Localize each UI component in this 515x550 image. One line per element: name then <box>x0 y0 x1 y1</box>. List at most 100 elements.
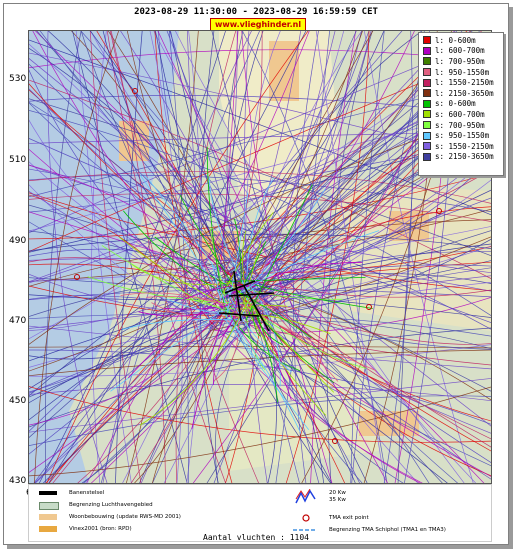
legend-label: l: 700-950m <box>435 56 485 66</box>
legend-residential: Woonbebouwing (update RWS-MD 2001) <box>69 514 181 520</box>
flight-track <box>226 169 491 276</box>
land-region <box>219 31 339 231</box>
flight-track <box>231 287 360 483</box>
low-altitude-track <box>223 313 302 434</box>
flight-track <box>47 31 108 483</box>
tma-exit-point <box>332 438 338 444</box>
low-altitude-track <box>138 300 237 317</box>
flight-track <box>212 31 374 309</box>
flight-track <box>120 31 266 329</box>
flight-track <box>169 31 300 483</box>
flight-track <box>29 349 491 377</box>
legend-entry: l: 600-700m <box>419 46 503 57</box>
flight-track <box>75 31 132 483</box>
legend-swatch <box>423 121 431 130</box>
flight-track <box>29 233 491 252</box>
flight-track <box>240 292 345 483</box>
legend-label: s: 950-1550m <box>435 131 490 141</box>
legend-swatch <box>423 36 431 45</box>
flight-track <box>149 31 183 483</box>
low-altitude-track <box>226 192 249 317</box>
flight-track <box>29 344 491 377</box>
flight-track <box>109 31 259 483</box>
low-altitude-track <box>252 289 339 382</box>
flight-track <box>126 31 219 310</box>
flight-track <box>29 243 491 362</box>
flight-track <box>29 58 491 427</box>
low-altitude-track <box>226 280 343 300</box>
runway <box>228 292 275 297</box>
low-altitude-track <box>131 264 233 285</box>
flight-track <box>102 31 252 483</box>
legend-swatch <box>423 68 431 77</box>
legend-swatch <box>423 131 431 140</box>
low-altitude-track <box>225 319 310 430</box>
flight-track <box>241 31 333 483</box>
low-altitude-track <box>119 236 222 303</box>
low-altitude-track <box>213 311 239 385</box>
flight-track <box>315 31 386 483</box>
flight-track <box>199 31 219 483</box>
flight-count: Aantal vluchten : 1104 <box>203 533 309 542</box>
low-altitude-track <box>256 316 283 346</box>
y-tick-label: 490 <box>9 236 27 246</box>
flight-track <box>29 260 491 301</box>
legend-label: s: 600-700m <box>435 109 485 119</box>
low-altitude-track <box>181 285 256 301</box>
legend-label: l: 600-700m <box>435 46 485 56</box>
flight-track <box>168 31 189 483</box>
low-altitude-track <box>219 287 266 369</box>
flight-track <box>187 31 211 330</box>
low-altitude-track <box>208 176 249 292</box>
y-tick-label: 510 <box>9 155 27 165</box>
low-altitude-track <box>250 314 331 335</box>
low-altitude-track <box>244 301 266 371</box>
legend-tma-exit: TMA exit point <box>329 515 369 521</box>
low-altitude-track <box>223 311 245 349</box>
flight-track <box>29 325 491 370</box>
low-altitude-track <box>221 211 274 297</box>
legend-airport-boundary: Begrenzing Luchthavengebied <box>69 502 153 508</box>
low-altitude-track <box>179 194 232 283</box>
low-altitude-track <box>246 188 326 291</box>
low-altitude-track <box>226 241 267 313</box>
flight-track <box>364 31 474 483</box>
tma-exit-point <box>366 304 372 310</box>
flight-track <box>44 31 82 483</box>
low-altitude-track <box>238 291 312 339</box>
flight-track <box>285 31 370 483</box>
legend-entry: s: 0-600m <box>419 99 503 110</box>
flight-track <box>29 226 491 282</box>
flight-track <box>29 192 491 292</box>
low-altitude-track <box>163 167 226 310</box>
low-altitude-track <box>222 304 288 320</box>
tma-boundary-icon <box>293 529 317 531</box>
flight-track <box>90 315 259 483</box>
time-range-title: 2023-08-29 11:30:00 - 2023-08-29 16:59:5… <box>134 7 378 17</box>
legend-entry: l: 2150-3650m <box>419 88 503 99</box>
tma-exit-point <box>132 88 138 94</box>
flight-track <box>29 79 491 279</box>
flight-track <box>89 31 142 483</box>
legend-label: l: 950-1550m <box>435 67 490 77</box>
flight-track <box>80 31 213 325</box>
flight-track <box>241 31 388 483</box>
y-tick-label: 530 <box>9 74 27 84</box>
legend-label: l: 0-600m <box>435 35 476 45</box>
flight-track <box>383 31 413 483</box>
flight-track <box>81 296 228 483</box>
flight-track <box>166 31 320 483</box>
tma-exit-point <box>74 274 80 280</box>
y-tick-label: 430 <box>9 476 27 486</box>
low-altitude-track <box>213 307 240 382</box>
flight-track <box>29 221 491 467</box>
legend-label: l: 2150-3650m <box>435 88 494 98</box>
flight-track <box>29 278 241 331</box>
flight-track <box>33 31 403 483</box>
legend-entry: l: 0-600m <box>419 35 503 46</box>
low-altitude-track <box>238 290 327 416</box>
flight-track <box>29 148 491 477</box>
low-altitude-track <box>191 317 224 429</box>
flight-track <box>246 287 491 448</box>
flight-track <box>29 138 491 323</box>
